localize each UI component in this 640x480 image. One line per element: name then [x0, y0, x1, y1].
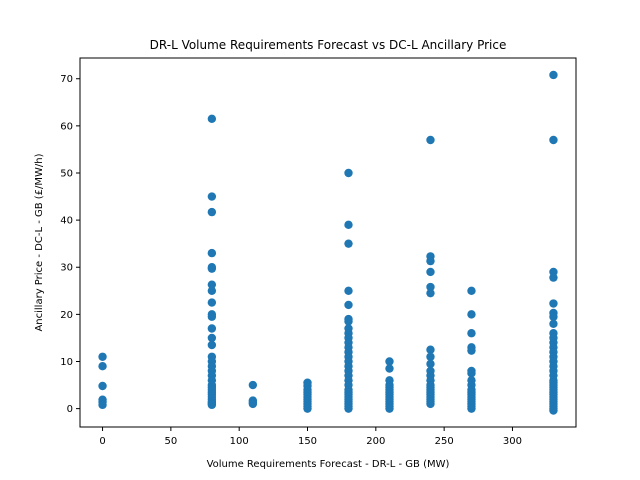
data-point: [549, 299, 558, 308]
y-axis-label: Ancillary Price - DC-L - GB (£/MW/h): [34, 153, 45, 331]
data-point: [98, 400, 107, 410]
data-point: [549, 273, 558, 282]
data-point: [549, 319, 558, 328]
data-point: [549, 312, 558, 321]
x-axis-label: Volume Requirements Forecast - DR-L - GB…: [207, 459, 450, 470]
data-point: [467, 346, 476, 355]
data-point: [467, 404, 476, 413]
plot-area-frame: [79, 57, 577, 428]
y-axis: 0 10 20 30 40 50 60 70: [60, 74, 80, 415]
data-point: [98, 362, 107, 371]
data-point: [207, 340, 217, 350]
data-point: [98, 381, 107, 391]
data-point: [467, 310, 476, 319]
y-tick-label: 20: [60, 310, 73, 321]
data-point: [207, 207, 217, 217]
data-point: [98, 352, 107, 361]
data-point: [385, 364, 394, 373]
y-tick-label: 60: [60, 121, 73, 132]
data-point: [207, 298, 217, 307]
data-point: [549, 70, 558, 80]
chart-title: DR-L Volume Requirements Forecast vs DC-…: [150, 38, 507, 52]
data-point: [467, 329, 476, 338]
y-tick-label: 40: [60, 216, 73, 227]
data-point: [248, 380, 258, 390]
data-point: [426, 288, 435, 298]
x-axis: 0 50 100 150 200 250 300: [99, 427, 522, 447]
data-point: [207, 286, 217, 295]
data-points-layer: [98, 70, 558, 415]
x-tick-label: 0: [99, 436, 105, 447]
data-point: [385, 404, 394, 413]
data-point: [426, 256, 435, 266]
data-point: [426, 345, 435, 354]
data-point: [207, 264, 217, 273]
data-point: [207, 248, 217, 258]
y-tick-label: 10: [60, 357, 73, 368]
y-tick-label: 50: [60, 168, 73, 179]
y-tick-label: 70: [60, 74, 73, 85]
data-point: [385, 357, 394, 366]
data-point: [344, 300, 353, 310]
data-point: [467, 286, 476, 295]
x-tick-label: 100: [230, 436, 249, 447]
data-point: [344, 239, 353, 248]
data-point: [207, 280, 217, 289]
data-point: [426, 359, 435, 369]
y-tick-label: 30: [60, 263, 73, 274]
data-point: [426, 352, 435, 361]
data-point: [207, 324, 217, 333]
data-point: [248, 399, 258, 409]
data-point: [344, 168, 353, 178]
data-point: [426, 135, 435, 145]
data-point: [344, 404, 353, 413]
x-tick-label: 200: [366, 436, 385, 447]
data-point: [426, 399, 435, 409]
data-point: [426, 267, 435, 277]
data-point: [303, 404, 312, 413]
data-point: [207, 400, 217, 410]
data-point: [467, 369, 476, 378]
x-tick-label: 150: [298, 436, 317, 447]
x-tick-label: 250: [435, 436, 454, 447]
data-point: [426, 282, 435, 292]
y-tick-label: 0: [67, 404, 73, 415]
x-tick-label: 300: [503, 436, 522, 447]
data-point: [344, 220, 353, 230]
data-point: [207, 192, 217, 201]
x-tick-label: 50: [164, 436, 177, 447]
data-point: [344, 317, 353, 326]
data-point: [549, 406, 558, 415]
data-point: [207, 333, 217, 343]
data-point: [549, 135, 558, 145]
data-point: [207, 114, 217, 123]
data-point: [207, 312, 217, 321]
data-point: [344, 286, 353, 295]
